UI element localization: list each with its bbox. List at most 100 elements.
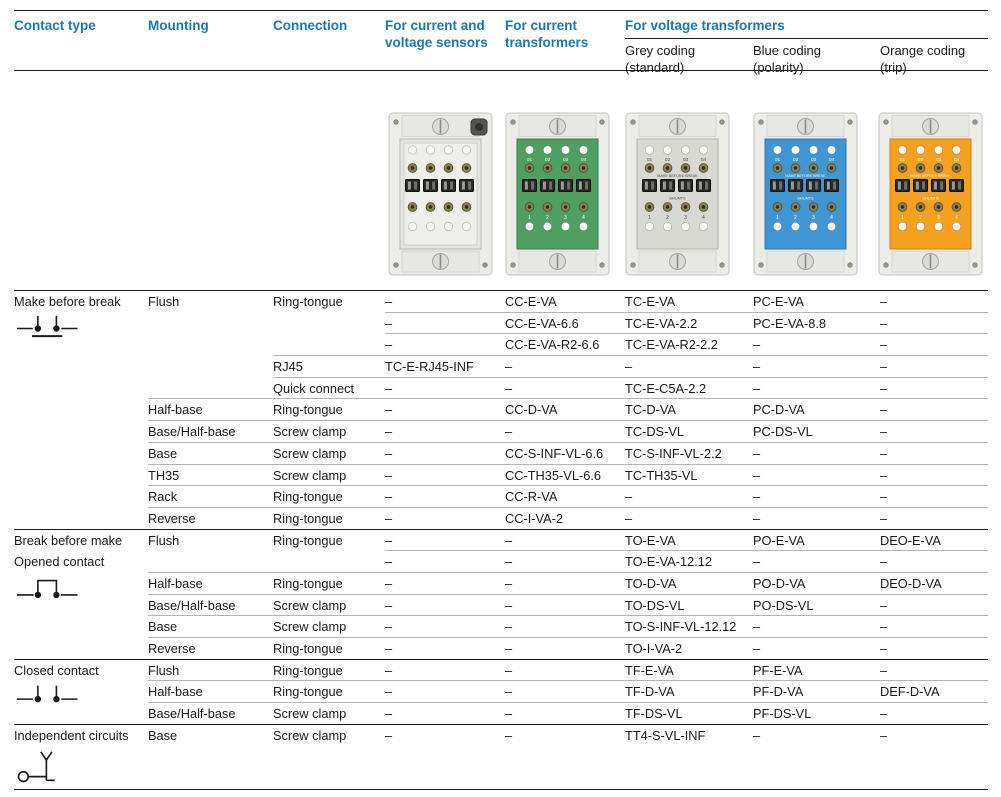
- cell-orange-coding: –: [880, 615, 988, 638]
- cell-connection: [273, 333, 385, 356]
- device-row: 01 02 03 04 1 2 3 4 01 02 03 04 MAKE BEFORE BREAK SHU…: [14, 71, 988, 290]
- cell-current-transformers: CC-E-VA-6.6: [505, 311, 625, 335]
- cell-grey-coding: –: [625, 355, 753, 378]
- svg-text:04: 04: [829, 157, 835, 163]
- svg-text:MAKE BEFORE BREAK: MAKE BEFORE BREAK: [910, 174, 951, 178]
- cell-blue-coding: PC-E-VA-8.8: [753, 311, 880, 335]
- cell-orange-coding: –: [880, 420, 988, 443]
- cell-mounting: [148, 550, 273, 573]
- table-row: – CC-E-VA-R2-6.6 TC-E-VA-R2-2.2– –: [14, 333, 988, 355]
- cell-connection: Screw clamp: [273, 441, 385, 465]
- cell-orange-coding: –: [880, 398, 988, 421]
- table-row: Base Screw clamp – – TO-S-INF-VL-12.12– –: [14, 615, 988, 637]
- cell-orange-coding: –: [880, 723, 988, 789]
- header-bottom-rule: [14, 70, 988, 71]
- cell-mounting: TH35: [148, 463, 273, 487]
- cell-contact-type: [14, 594, 148, 617]
- table-row: Break before make Opened contact Flush Ring…: [14, 528, 988, 598]
- cell-grey-coding: TF-DS-VL: [625, 702, 753, 725]
- cell-mounting: Half-base: [148, 398, 273, 421]
- cell-sensors: –: [385, 615, 505, 638]
- cell-mounting: [148, 333, 273, 356]
- svg-text:MAKE BEFORE BREAK: MAKE BEFORE BREAK: [785, 174, 826, 178]
- table-row: Base/Half-base Screw clamp – – TF-DS-VL PF-DS…: [14, 702, 988, 724]
- cell-orange-coding: –: [880, 441, 988, 465]
- cell-orange-coding: –: [880, 311, 988, 335]
- cell-mounting: Reverse: [148, 637, 273, 660]
- svg-text:4: 4: [582, 215, 585, 221]
- cell-orange-coding: –: [880, 290, 988, 313]
- svg-text:03: 03: [936, 157, 942, 163]
- cell-mounting: Base: [148, 723, 273, 789]
- svg-text:3: 3: [684, 215, 687, 221]
- header-voltage-transformers: For voltage transformers: [625, 18, 988, 39]
- svg-text:2: 2: [794, 215, 797, 221]
- cell-sensors: –: [385, 506, 505, 530]
- top-rule: [14, 10, 988, 11]
- cell-sensors: –: [385, 420, 505, 443]
- cell-current-transformers: CC-E-VA-R2-6.6: [505, 333, 625, 356]
- cell-current-transformers: CC-S-INF-VL-6.6: [505, 441, 625, 465]
- cell-contact-type: [14, 377, 148, 400]
- cell-contact-type: [14, 398, 148, 421]
- cell-connection: Screw clamp: [273, 463, 385, 487]
- svg-text:SHUNTS: SHUNTS: [797, 196, 814, 201]
- header-blue-coding: Blue coding (polarity): [753, 43, 821, 75]
- cell-sensors: –: [385, 593, 505, 617]
- svg-text:03: 03: [563, 157, 569, 163]
- cell-current-transformers: CC-E-VA: [505, 290, 625, 313]
- cell-connection: Ring-tongue: [273, 637, 385, 660]
- table-row: Base Screw clamp – CC-S-INF-VL-6.6 TC-S-INF-…: [14, 441, 988, 465]
- cell-current-transformers: –: [505, 420, 625, 443]
- cell-mounting: Base/Half-base: [148, 420, 273, 443]
- header-current-transformers: For current transformers: [505, 18, 589, 50]
- contact-type-label: Break before make: [14, 532, 123, 548]
- svg-text:01: 01: [647, 157, 653, 163]
- cell-mounting: Rack: [148, 485, 273, 508]
- cell-grey-coding: TO-E-VA-12.12: [625, 550, 753, 573]
- contact-type-label: Opened contact: [14, 554, 105, 570]
- cell-sensors: –: [385, 463, 505, 487]
- svg-text:02: 02: [793, 157, 799, 163]
- contact-type-label: Make before break: [14, 294, 121, 309]
- svg-text:01: 01: [775, 157, 781, 163]
- cell-contact-type: [14, 485, 148, 508]
- cell-grey-coding: TC-S-INF-VL-2.2: [625, 441, 753, 465]
- cell-current-transformers: –: [505, 550, 625, 573]
- cell-contact-type: [14, 702, 148, 725]
- cell-current-transformers: –: [505, 615, 625, 638]
- cell-current-transformers: –: [505, 723, 625, 789]
- cell-connection: Screw clamp: [273, 702, 385, 725]
- cell-contact-type: [14, 572, 148, 595]
- cell-blue-coding: –: [753, 333, 880, 356]
- cell-current-transformers: CC-TH35-VL-6.6: [505, 463, 625, 487]
- cell-blue-coding: PO-D-VA: [753, 571, 880, 595]
- cell-grey-coding: TC-TH35-VL: [625, 463, 753, 487]
- cell-sensors: –: [385, 528, 505, 573]
- cell-connection: Ring-tongue: [273, 528, 385, 573]
- cell-contact-type: [14, 507, 148, 530]
- cell-contact-type: Break before make Opened contact: [14, 528, 148, 598]
- cell-current-transformers: –: [505, 528, 625, 573]
- cell-orange-coding: –: [880, 463, 988, 487]
- cell-mounting: Half-base: [148, 680, 273, 703]
- cell-current-transformers: –: [505, 680, 625, 703]
- cell-contact-type: [14, 680, 148, 703]
- svg-text:03: 03: [683, 157, 689, 163]
- cell-grey-coding: TO-E-VA: [625, 528, 753, 573]
- svg-text:2: 2: [919, 215, 922, 221]
- svg-text:04: 04: [701, 157, 707, 163]
- cell-grey-coding: TC-D-VA: [625, 398, 753, 421]
- cell-mounting: Base: [148, 441, 273, 465]
- cell-orange-coding: –: [880, 333, 988, 356]
- cell-sensors: –: [385, 311, 505, 335]
- cell-current-transformers: CC-I-VA-2: [505, 506, 625, 530]
- contact-type-label: Independent circuits: [14, 727, 129, 743]
- cell-connection: [273, 550, 385, 573]
- cell-connection: Screw clamp: [273, 420, 385, 443]
- cell-sensors: –: [385, 723, 505, 789]
- cell-sensors: –: [385, 398, 505, 421]
- cell-current-transformers: –: [505, 593, 625, 617]
- cell-blue-coding: –: [753, 441, 880, 465]
- cell-blue-coding: –: [753, 485, 880, 508]
